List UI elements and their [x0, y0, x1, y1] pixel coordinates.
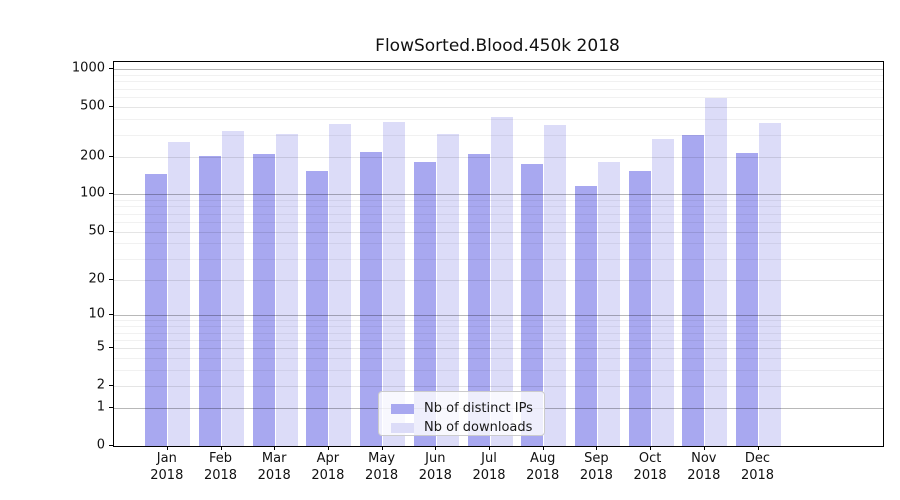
y-tick-label-2: 2	[96, 377, 105, 393]
x-tick-sep	[596, 446, 598, 450]
bar-apr-downloads	[329, 123, 352, 446]
legend: Nb of distinct IPs Nb of downloads	[378, 391, 545, 436]
bar-nov-distinct-ips	[682, 135, 705, 446]
x-tick-jan	[166, 446, 168, 450]
y-tick-50	[109, 230, 113, 232]
legend-label: Nb of distinct IPs	[424, 401, 533, 416]
legend-swatch-icon	[391, 422, 414, 433]
legend-row-0: Nb of distinct IPs	[391, 399, 544, 418]
y-tick-label-20: 20	[88, 271, 105, 287]
bar-oct-distinct-ips	[628, 170, 651, 446]
bar-may-distinct-ips	[360, 151, 383, 446]
x-tick-oct	[650, 446, 652, 450]
bar-aug-downloads	[544, 124, 567, 446]
bar-apr-distinct-ips	[306, 170, 329, 446]
x-tick-aug	[542, 446, 544, 450]
y-tick-label-100: 100	[80, 185, 105, 201]
y-tick-label-200: 200	[80, 148, 105, 164]
y-tick-2	[109, 385, 113, 387]
plot-area	[113, 61, 884, 447]
bar-aug-distinct-ips	[521, 164, 544, 446]
x-tick-feb	[220, 446, 222, 450]
y-tick-label-1: 1	[96, 399, 105, 415]
x-tick-nov	[703, 446, 705, 450]
x-tick-apr	[327, 446, 329, 450]
gridline-500	[114, 106, 883, 108]
gridline-800	[114, 81, 883, 83]
y-tick-label-1000: 1000	[71, 60, 105, 76]
y-tick-1	[109, 407, 113, 409]
x-tick-label-apr: Apr 2018	[311, 451, 345, 483]
y-tick-label-500: 500	[80, 98, 105, 114]
bar-feb-distinct-ips	[199, 156, 221, 446]
y-tick-0	[109, 445, 113, 446]
bar-nov-downloads	[705, 98, 728, 446]
y-tick-5	[109, 347, 113, 349]
bar-jan-distinct-ips	[145, 173, 168, 446]
gridline-1000	[114, 69, 883, 71]
legend-label: Nb of downloads	[424, 420, 533, 435]
x-tick-label-oct: Oct 2018	[633, 451, 667, 483]
x-tick-dec	[757, 446, 759, 450]
y-tick-label-50: 50	[88, 223, 105, 238]
bar-feb-downloads	[222, 131, 244, 446]
bar-mar-distinct-ips	[252, 153, 275, 446]
y-tick-100	[109, 193, 113, 195]
gridline-700	[114, 88, 883, 90]
bar-jun-distinct-ips	[413, 161, 436, 446]
y-tick-1000	[109, 68, 113, 70]
bar-jul-distinct-ips	[467, 153, 490, 446]
bar-dec-downloads	[759, 123, 781, 446]
x-tick-may	[381, 446, 383, 450]
bar-dec-distinct-ips	[736, 152, 758, 446]
x-tick-label-jul: Jul 2018	[472, 451, 506, 483]
bar-sep-distinct-ips	[574, 186, 597, 446]
x-tick-label-mar: Mar 2018	[257, 451, 291, 483]
bar-jun-downloads	[436, 133, 459, 446]
x-tick-label-may: May 2018	[365, 451, 399, 483]
x-tick-label-feb: Feb 2018	[203, 451, 238, 483]
y-tick-label-10: 10	[88, 306, 105, 322]
legend-swatch-icon	[391, 403, 414, 414]
x-tick-jun	[435, 446, 437, 450]
x-tick-label-nov: Nov 2018	[687, 451, 721, 483]
x-tick-jul	[489, 446, 490, 450]
legend-row-1: Nb of downloads	[391, 418, 544, 437]
bar-may-downloads	[383, 122, 406, 446]
bar-oct-downloads	[651, 139, 674, 446]
y-tick-200	[109, 155, 113, 157]
x-tick-label-jun: Jun 2018	[418, 451, 452, 483]
gridline-600	[114, 97, 883, 98]
y-tick-label-5: 5	[96, 339, 105, 355]
x-tick-label-aug: Aug 2018	[526, 451, 560, 483]
bar-jul-downloads	[490, 117, 513, 446]
x-tick-label-jan: Jan 2018	[150, 451, 184, 483]
x-tick-label-dec: Dec 2018	[740, 451, 775, 483]
y-tick-20	[109, 278, 113, 280]
y-tick-10	[109, 314, 113, 316]
x-tick-label-sep: Sep 2018	[579, 451, 613, 483]
x-tick-mar	[274, 446, 276, 450]
gridline-900	[114, 74, 883, 76]
chart-title: FlowSorted.Blood.450k 2018	[375, 36, 620, 56]
y-tick-label-0: 0	[96, 437, 105, 453]
bar-sep-downloads	[597, 162, 620, 446]
bar-mar-downloads	[275, 134, 298, 446]
y-tick-500	[109, 105, 113, 107]
bar-jan-downloads	[168, 142, 191, 446]
